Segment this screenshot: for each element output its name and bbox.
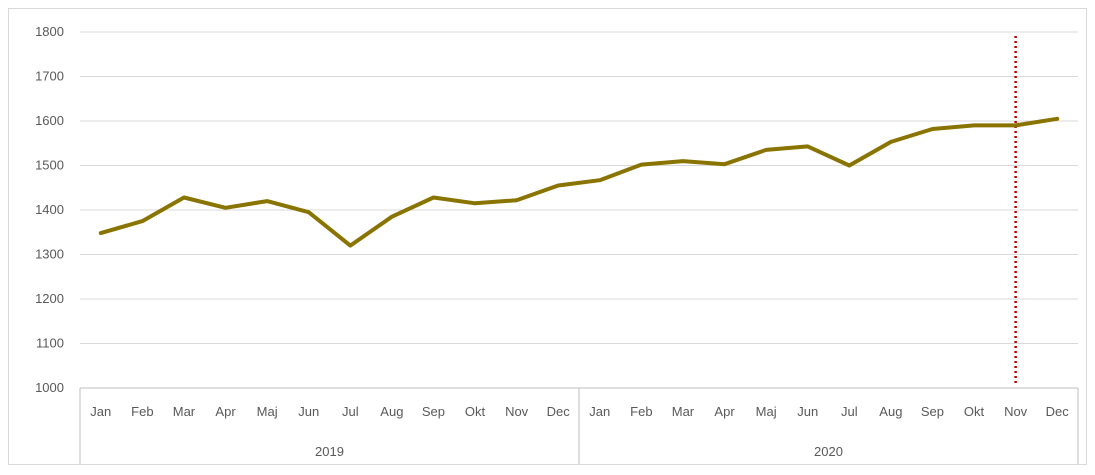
data-point bbox=[556, 184, 560, 188]
data-point bbox=[972, 123, 976, 127]
x-tick-label: Nov bbox=[505, 404, 529, 419]
x-tick-label: Okt bbox=[465, 404, 486, 419]
y-tick-label: 1500 bbox=[35, 158, 64, 173]
x-tick-label: Nov bbox=[1004, 404, 1028, 419]
x-tick-label: Sep bbox=[422, 404, 445, 419]
x-tick-label: Jan bbox=[90, 404, 111, 419]
x-tick-label: Aug bbox=[879, 404, 902, 419]
y-tick-label: 1200 bbox=[35, 291, 64, 306]
x-tick-label: Jun bbox=[797, 404, 818, 419]
data-point bbox=[265, 199, 269, 203]
x-tick-label: Dec bbox=[547, 404, 571, 419]
x-tick-label: Jul bbox=[841, 404, 858, 419]
x-tick-label: Maj bbox=[756, 404, 777, 419]
data-point bbox=[847, 164, 851, 168]
x-tick-label: Mar bbox=[672, 404, 695, 419]
data-point bbox=[806, 144, 810, 148]
y-tick-label: 1800 bbox=[35, 24, 64, 39]
x-tick-label: Dec bbox=[1046, 404, 1070, 419]
series-line bbox=[98, 116, 1060, 248]
x-tick-label: Jan bbox=[589, 404, 610, 419]
y-tick-label: 1100 bbox=[36, 336, 64, 351]
data-point bbox=[473, 201, 477, 205]
data-point bbox=[1055, 117, 1059, 121]
data-point bbox=[515, 198, 519, 202]
x-tick-label: Feb bbox=[131, 404, 153, 419]
data-point bbox=[224, 206, 228, 210]
data-point bbox=[348, 244, 352, 248]
x-tick-label: Maj bbox=[257, 404, 278, 419]
y-tick-label: 1400 bbox=[35, 202, 64, 217]
gridlines bbox=[80, 31, 1078, 344]
x-tick-label: Okt bbox=[964, 404, 985, 419]
data-point bbox=[764, 148, 768, 152]
data-point bbox=[431, 196, 435, 200]
x-tick-label: Jul bbox=[342, 404, 359, 419]
data-point bbox=[723, 162, 727, 166]
data-point bbox=[1014, 123, 1018, 127]
data-point bbox=[681, 159, 685, 163]
series-layer bbox=[98, 116, 1060, 248]
x-tick-label: Apr bbox=[215, 404, 236, 419]
y-tick-label: 1300 bbox=[35, 247, 64, 262]
y-axis-ticks: 1000 1100 1200 1300 1400 1500 1600 1700 1800 bbox=[35, 24, 64, 395]
x-tick-label: Jun bbox=[298, 404, 319, 419]
data-point bbox=[598, 178, 602, 182]
data-point bbox=[390, 215, 394, 219]
x-tick-label: Feb bbox=[630, 404, 652, 419]
data-point bbox=[307, 210, 311, 214]
y-tick-label: 1700 bbox=[35, 69, 64, 84]
data-point bbox=[182, 196, 186, 200]
data-point bbox=[889, 140, 893, 144]
x-axis: Jan Feb Mar Apr Maj Jun Jul Aug Sep Okt Nov Dec Jan F… bbox=[79, 387, 1079, 464]
chart-border bbox=[8, 8, 1087, 465]
x-group-label: 2019 bbox=[315, 444, 344, 459]
data-point bbox=[639, 163, 643, 167]
x-group-label: 2020 bbox=[814, 444, 843, 459]
x-tick-label: Aug bbox=[380, 404, 403, 419]
data-point bbox=[930, 127, 934, 131]
x-tick-label: Mar bbox=[173, 404, 196, 419]
y-tick-label: 1000 bbox=[35, 380, 64, 395]
data-point bbox=[99, 231, 103, 235]
x-tick-label: Sep bbox=[921, 404, 944, 419]
x-tick-label: Apr bbox=[714, 404, 735, 419]
data-point bbox=[140, 219, 144, 223]
y-tick-label: 1600 bbox=[35, 113, 64, 128]
